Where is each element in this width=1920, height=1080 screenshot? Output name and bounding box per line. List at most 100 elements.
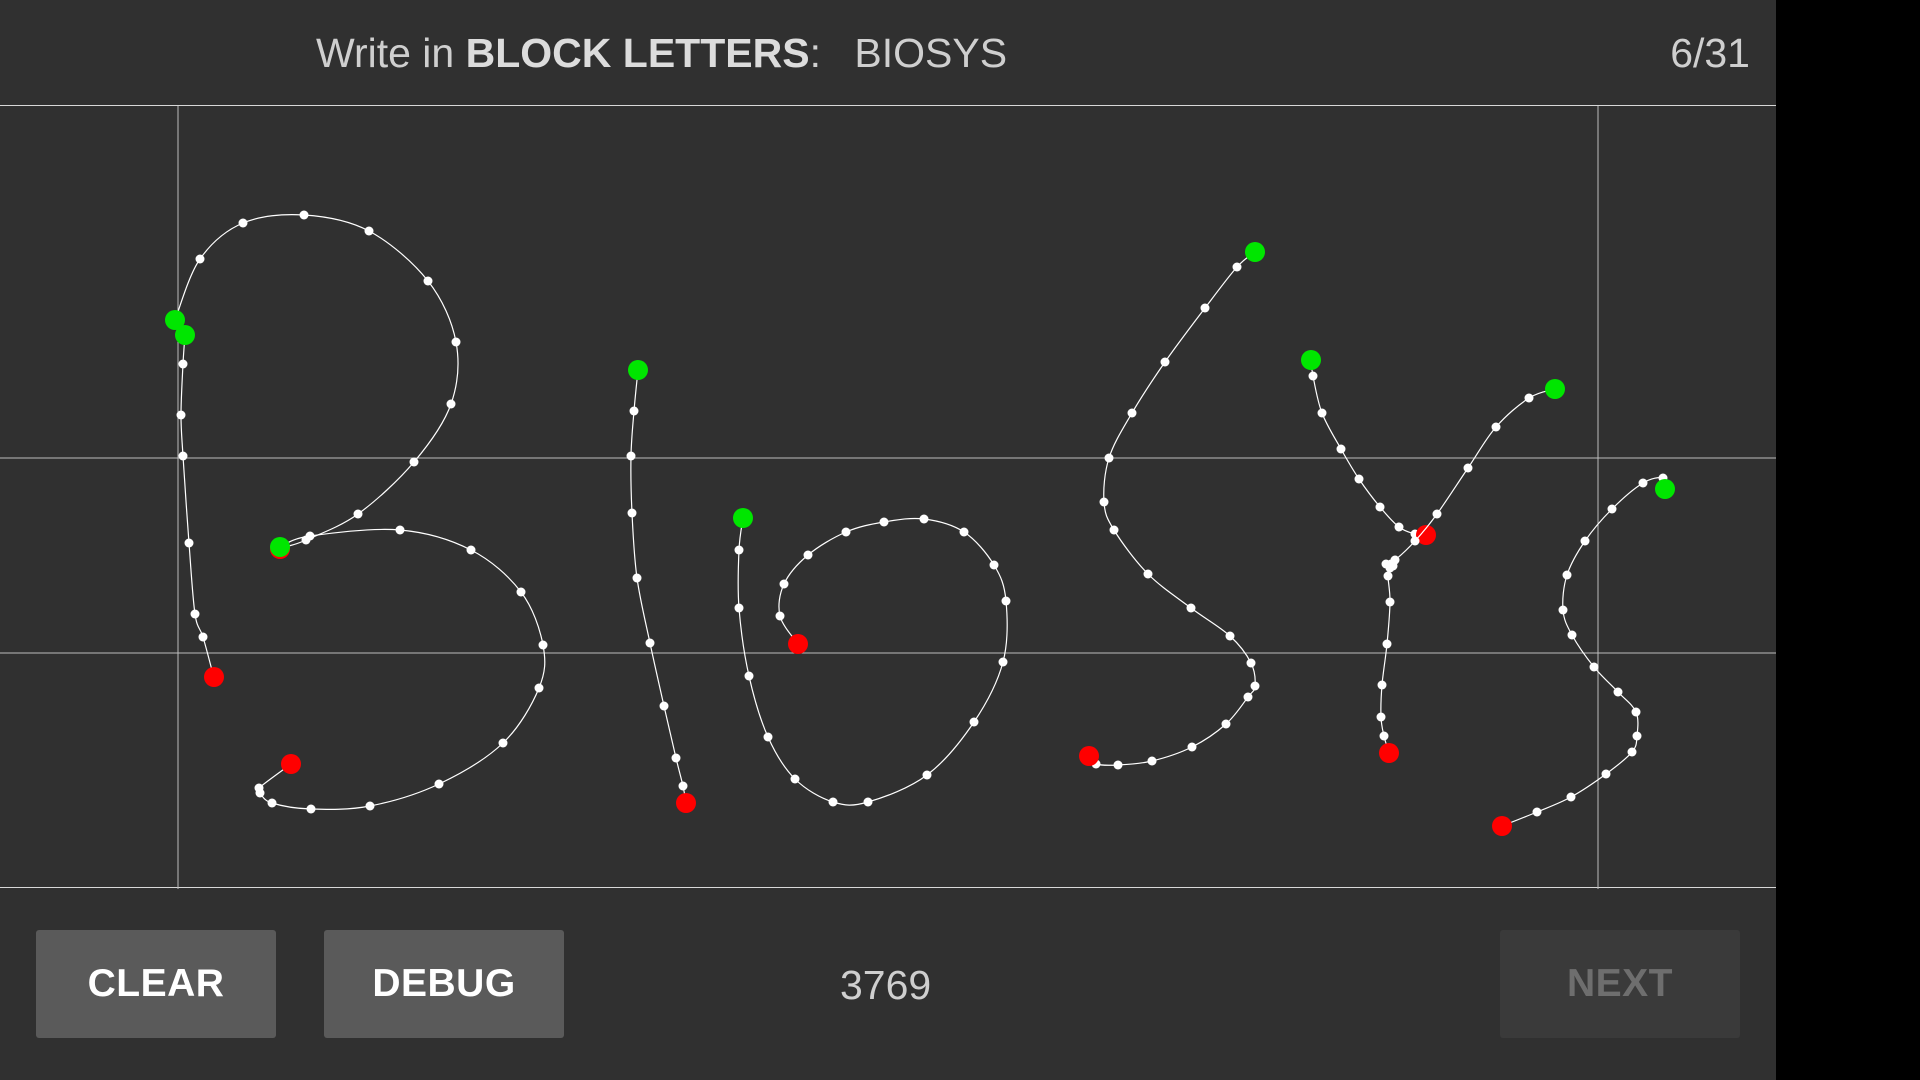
stroke-end-marker [1492, 816, 1512, 836]
ink-sample-point [267, 798, 277, 808]
ink-sample-point [364, 226, 374, 236]
ink-stroke-path [1310, 359, 1427, 536]
ink-sample-point [1187, 742, 1197, 752]
next-button[interactable]: NEXT [1500, 930, 1740, 1038]
ink-sample-point [1562, 570, 1572, 580]
stroke-end-marker [788, 634, 808, 654]
ink-sample-point [1566, 792, 1576, 802]
ink-sample-point [1186, 603, 1196, 613]
ink-sample-point [178, 359, 188, 369]
ink-sample-point [627, 508, 637, 518]
ink-sample-point [1375, 502, 1385, 512]
ink-sample-point [1354, 474, 1364, 484]
ink-sample-point [365, 801, 375, 811]
ink-sample-point [198, 632, 208, 642]
ink-sample-point [1099, 497, 1109, 507]
ink-sample-point [254, 783, 264, 793]
ink-sample-point [989, 560, 999, 570]
ink-strokes [165, 210, 1675, 836]
ink-sample-point [534, 683, 544, 693]
stroke-end-marker [1079, 746, 1099, 766]
ink-sample-point [1385, 597, 1395, 607]
ink-sample-point [516, 587, 526, 597]
ink-sample-point [1580, 536, 1590, 546]
ink-sample-point [1613, 687, 1623, 697]
ink-sample-point [744, 671, 754, 681]
ink-stroke-path [737, 517, 1008, 806]
ink-sample-point [734, 603, 744, 613]
ink-sample-point [763, 732, 773, 742]
app-window: Write in BLOCK LETTERS: BIOSYS 6/31 CLEA… [0, 0, 1776, 1080]
handwriting-canvas[interactable] [0, 105, 1776, 889]
ink-sample-point [353, 509, 363, 519]
ink-sample-point [879, 517, 889, 527]
ink-sample-point [1567, 630, 1577, 640]
ink-sample-point [176, 410, 186, 420]
ink-sample-point [1410, 536, 1420, 546]
ink-sample-point [863, 797, 873, 807]
ink-sample-point [1127, 408, 1137, 418]
stroke-start-marker [270, 537, 290, 557]
stroke-end-marker [676, 793, 696, 813]
instruction-prefix: Write in [316, 30, 455, 76]
ink-sample-point [678, 781, 688, 791]
ink-sample-point [969, 717, 979, 727]
stroke-end-marker [204, 667, 224, 687]
ink-sample-point [498, 738, 508, 748]
ink-sample-point [1143, 569, 1153, 579]
ink-sample-point [1383, 571, 1393, 581]
ink-sample-point [1631, 707, 1641, 717]
ink-sample-point [1607, 504, 1617, 514]
ink-sample-point [1246, 658, 1256, 668]
ink-sample-point [775, 611, 785, 621]
instruction-emphasis: BLOCK LETTERS [465, 30, 810, 76]
ink-sample-point [1104, 453, 1114, 463]
ink-sample-point [959, 527, 969, 537]
stroke-start-marker [628, 360, 648, 380]
ink-sample-point [1308, 371, 1318, 381]
ink-sample-point [409, 457, 419, 467]
stroke-end-marker [1416, 525, 1436, 545]
ink-sample-point [1627, 747, 1637, 757]
ink-sample-point [1394, 522, 1404, 532]
ink-sample-point [1147, 756, 1157, 766]
ink-sample-point [1558, 605, 1568, 615]
ink-sample-point [645, 638, 655, 648]
target-word: BIOSYS [854, 30, 1008, 76]
ink-sample-point [922, 770, 932, 780]
ink-stroke-path [1088, 251, 1256, 766]
ink-sample-point [195, 254, 205, 264]
score-readout: 3769 [840, 962, 932, 1008]
ink-sample-point [466, 545, 476, 555]
ink-sample-point [919, 514, 929, 524]
ink-sample-point [1250, 681, 1260, 691]
ink-sample-point [1225, 631, 1235, 641]
ink-sample-point [626, 451, 636, 461]
ink-sample-point [178, 451, 188, 461]
ink-sample-point [1524, 393, 1534, 403]
ink-sample-point [184, 538, 194, 548]
ink-sample-point [828, 797, 838, 807]
header: Write in BLOCK LETTERS: BIOSYS 6/31 [0, 0, 1776, 105]
ink-sample-point [1376, 712, 1386, 722]
ink-sample-point [446, 399, 456, 409]
debug-button[interactable]: DEBUG [324, 930, 564, 1038]
ink-sample-point [1432, 509, 1442, 519]
stroke-start-marker [165, 310, 185, 330]
ink-sample-point [1109, 525, 1119, 535]
instruction-suffix: : [809, 30, 821, 76]
ink-sample-point [451, 337, 461, 347]
ink-sample-point [1317, 408, 1327, 418]
stroke-start-marker [1301, 350, 1321, 370]
stroke-start-marker [1655, 479, 1675, 499]
ink-sample-point [395, 525, 405, 535]
ink-stroke-path [174, 214, 459, 550]
clear-button[interactable]: CLEAR [36, 930, 276, 1038]
ink-sample-point [1160, 357, 1170, 367]
ink-sample-point [779, 579, 789, 589]
instruction-prompt: Write in BLOCK LETTERS: BIOSYS [316, 30, 1007, 77]
stroke-start-marker [175, 325, 195, 345]
ink-sample-point [538, 640, 548, 650]
ink-sample-point [1113, 760, 1123, 770]
ink-sample-point [1221, 719, 1231, 729]
